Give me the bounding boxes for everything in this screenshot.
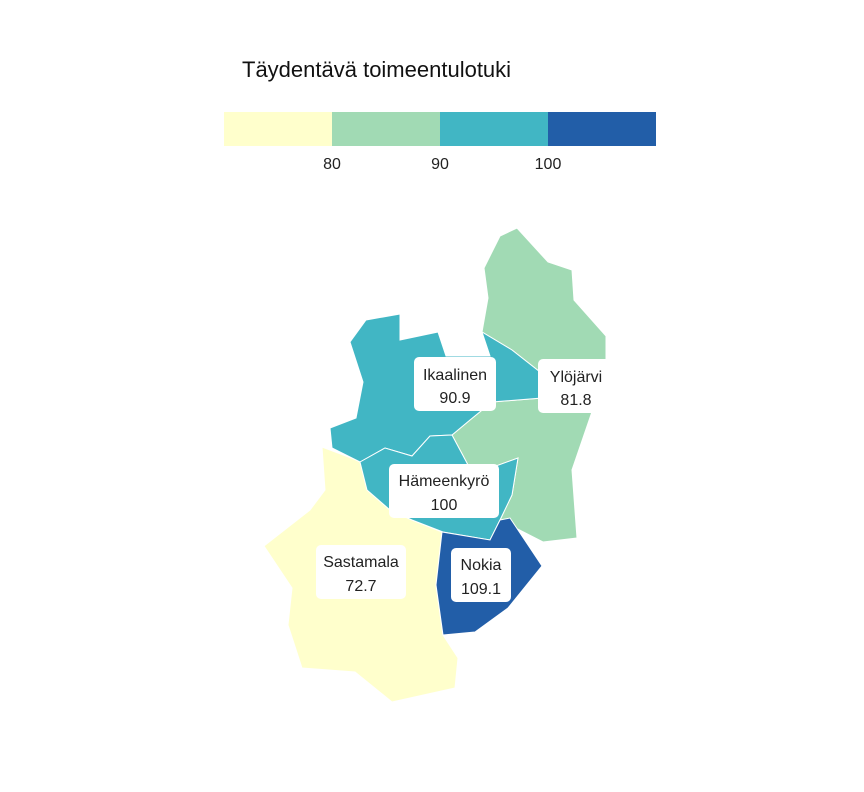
label-hameenkyro: Hämeenkyrö 100 bbox=[389, 464, 499, 518]
region-value: 90.9 bbox=[439, 390, 470, 407]
region-value: 81.8 bbox=[560, 392, 591, 409]
legend: Täydentävä toimeentulotuki 80 90 100 bbox=[224, 57, 656, 173]
legend-swatch-1 bbox=[224, 112, 332, 146]
region-name: Nokia bbox=[461, 557, 502, 574]
legend-tick-90: 90 bbox=[431, 156, 449, 173]
region-value: 109.1 bbox=[461, 581, 501, 598]
label-box bbox=[414, 357, 496, 411]
label-box bbox=[538, 359, 614, 413]
label-ylojarvi: Ylöjärvi 81.8 bbox=[538, 359, 614, 413]
regions bbox=[263, 227, 607, 703]
label-box bbox=[389, 464, 499, 518]
label-nokia: Nokia 109.1 bbox=[451, 548, 511, 602]
region-labels: Ikaalinen 90.9 Ylöjärvi 81.8 Hämeenkyrö … bbox=[316, 357, 614, 602]
region-name: Ylöjärvi bbox=[550, 369, 602, 386]
region-name: Sastamala bbox=[323, 554, 399, 571]
region-name: Ikaalinen bbox=[423, 367, 487, 384]
label-box bbox=[451, 548, 511, 602]
legend-tick-80: 80 bbox=[323, 156, 341, 173]
label-sastamala: Sastamala 72.7 bbox=[316, 545, 406, 599]
label-ikaalinen: Ikaalinen 90.9 bbox=[414, 357, 496, 411]
region-value: 100 bbox=[431, 497, 458, 514]
legend-title: Täydentävä toimeentulotuki bbox=[242, 57, 511, 82]
label-box bbox=[316, 545, 406, 599]
legend-swatch-4 bbox=[548, 112, 656, 146]
region-name: Hämeenkyrö bbox=[399, 473, 490, 490]
legend-swatch-2 bbox=[332, 112, 440, 146]
region-value: 72.7 bbox=[345, 578, 376, 595]
legend-swatch-3 bbox=[440, 112, 548, 146]
legend-tick-100: 100 bbox=[535, 156, 562, 173]
